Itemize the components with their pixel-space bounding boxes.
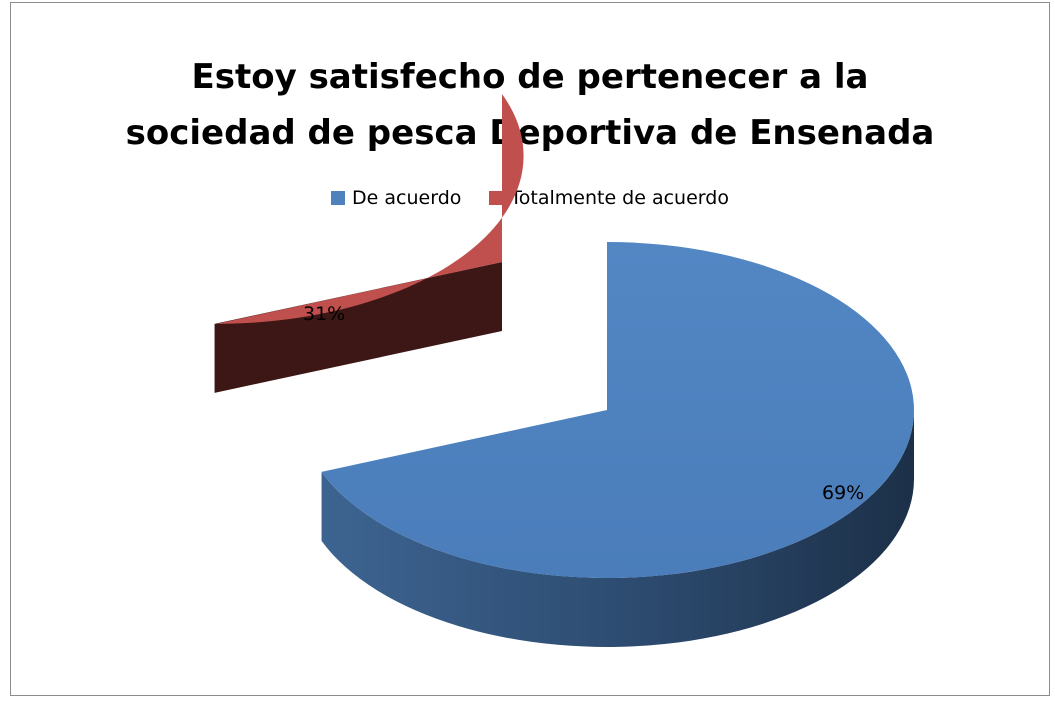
data-label-totalmente-de-acuerdo: 31% bbox=[303, 303, 345, 325]
chart-title-line-1: Estoy satisfecho de pertenecer a la bbox=[191, 57, 869, 97]
legend-label-totalmente-de-acuerdo: Totalmente de acuerdo bbox=[510, 187, 729, 209]
legend-label-de-acuerdo: De acuerdo bbox=[352, 187, 462, 209]
legend-item-totalmente-de-acuerdo: Totalmente de acuerdo bbox=[489, 187, 729, 209]
slice-de-acuerdo-side bbox=[321, 410, 915, 647]
chart-title: Estoy satisfecho de pertenecer a la soci… bbox=[11, 49, 1049, 161]
data-label-de-acuerdo: 69% bbox=[822, 482, 864, 504]
legend: De acuerdo Totalmente de acuerdo bbox=[11, 187, 1049, 209]
legend-swatch-totalmente-de-acuerdo bbox=[489, 191, 504, 205]
slice-de-acuerdo bbox=[321, 242, 915, 578]
legend-item-de-acuerdo: De acuerdo bbox=[331, 187, 461, 209]
chart-title-line-2: sociedad de pesca Deportiva de Ensenada bbox=[125, 113, 935, 153]
slice-totalmente-side-inner bbox=[214, 262, 502, 393]
legend-swatch-de-acuerdo bbox=[331, 191, 346, 205]
